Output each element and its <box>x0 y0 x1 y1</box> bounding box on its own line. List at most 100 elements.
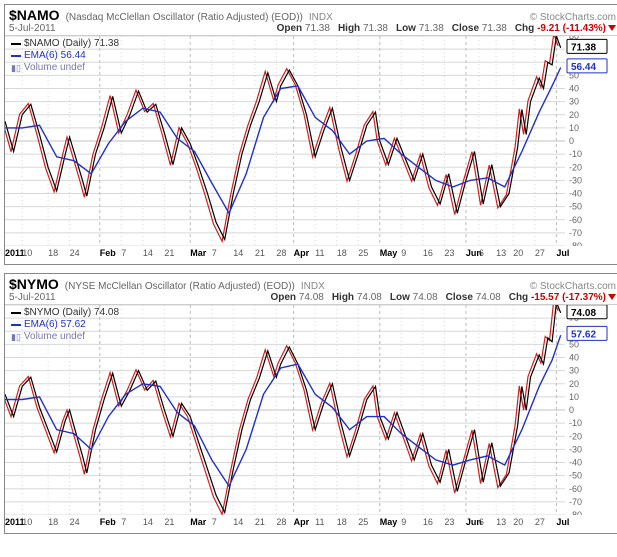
svg-text:50: 50 <box>569 339 579 349</box>
svg-text:-40: -40 <box>569 189 582 199</box>
xaxis-tick: 27 <box>535 517 545 527</box>
xaxis-tick: 20 <box>513 248 523 258</box>
svg-text:-60: -60 <box>569 484 582 494</box>
svg-text:0: 0 <box>569 405 574 415</box>
xaxis-tick: 27 <box>535 248 545 258</box>
symbol-kind: INDX <box>309 12 333 23</box>
xaxis-tick: Feb <box>100 248 116 258</box>
x-axis: 2011101824Feb71421Mar7142128Apr111825May… <box>5 246 573 265</box>
xaxis-tick: 7 <box>212 248 217 258</box>
svg-text:74.08: 74.08 <box>571 308 596 319</box>
svg-text:-70: -70 <box>569 228 582 238</box>
chart-panel-$NAMO: $NAMO (Nasdaq McClellan Oscillator (Rati… <box>4 4 617 265</box>
svg-text:40: 40 <box>569 84 579 94</box>
last-badge-ema: 56.44 <box>567 59 607 73</box>
xaxis-tick: 11 <box>315 248 324 258</box>
xaxis-tick: 23 <box>444 248 454 258</box>
svg-text:20: 20 <box>569 110 579 120</box>
legend: $NYMO (Daily) 74.08 EMA(6) 57.62 ▮▯Volum… <box>11 307 119 343</box>
svg-text:40: 40 <box>569 353 579 363</box>
xaxis-tick: 21 <box>255 248 265 258</box>
svg-text:-40: -40 <box>569 458 582 468</box>
xaxis-tick: 14 <box>143 517 153 527</box>
svg-text:-60: -60 <box>569 215 582 225</box>
x-axis: 2011101824Feb71421Mar7142128Apr111825May… <box>5 515 573 534</box>
xaxis-tick: 23 <box>444 517 454 527</box>
ohlc: Open 71.38 High 71.38 Low 71.38 Close 71… <box>277 23 616 34</box>
svg-text:-20: -20 <box>569 162 582 172</box>
xaxis-tick: 13 <box>496 517 506 527</box>
svg-text:-10: -10 <box>569 149 582 159</box>
svg-text:-20: -20 <box>569 431 582 441</box>
legend: $NAMO (Daily) 71.38 EMA(6) 56.44 ▮▯Volum… <box>11 38 119 74</box>
xaxis-tick: 16 <box>423 517 433 527</box>
xaxis-tick: 24 <box>70 517 80 527</box>
down-arrow-icon <box>608 294 616 300</box>
xaxis-tick: 14 <box>233 248 243 258</box>
xaxis-tick: 14 <box>233 517 243 527</box>
chart-panel-$NYMO: $NYMO (NYSE McClellan Oscillator (Ratio … <box>4 273 617 534</box>
last-badge-main: 71.38 <box>567 39 607 53</box>
xaxis-tick: Jul <box>556 517 569 527</box>
xaxis-tick: 21 <box>164 517 174 527</box>
xaxis-tick: 16 <box>423 248 433 258</box>
xaxis-tick: 10 <box>22 248 32 258</box>
xaxis-tick: 28 <box>276 248 286 258</box>
xaxis-tick: 25 <box>358 517 368 527</box>
source-label: © StockCharts.com <box>530 281 616 292</box>
svg-text:57.62: 57.62 <box>571 329 596 340</box>
xaxis-tick: 13 <box>496 248 506 258</box>
xaxis-tick: 7 <box>121 517 126 527</box>
volume-icon: ▮▯ <box>11 62 21 74</box>
svg-text:30: 30 <box>569 97 579 107</box>
symbol: $NYMO <box>9 276 59 292</box>
xaxis-tick: Feb <box>100 517 116 527</box>
svg-text:-30: -30 <box>569 444 582 454</box>
xaxis-tick: 6 <box>479 517 484 527</box>
source-label: © StockCharts.com <box>530 12 616 23</box>
symbol: $NAMO <box>9 7 60 23</box>
xaxis-tick: 21 <box>164 248 174 258</box>
svg-text:30: 30 <box>569 366 579 376</box>
svg-text:10: 10 <box>569 123 579 133</box>
volume-icon: ▮▯ <box>11 331 21 343</box>
xaxis-tick: Apr <box>294 248 310 258</box>
xaxis-tick: 18 <box>48 517 58 527</box>
date-label: 5-Jul-2011 <box>9 292 56 303</box>
xaxis-tick: 10 <box>22 517 32 527</box>
xaxis-tick: 9 <box>401 517 406 527</box>
date-label: 5-Jul-2011 <box>9 23 56 34</box>
xaxis-tick: 7 <box>212 517 217 527</box>
down-arrow-icon <box>608 25 616 31</box>
xaxis-tick: 6 <box>479 248 484 258</box>
xaxis-tick: Mar <box>190 517 206 527</box>
xaxis-tick: Jul <box>556 248 569 258</box>
last-badge-ema: 57.62 <box>567 326 607 340</box>
svg-text:-50: -50 <box>569 202 582 212</box>
svg-text:-70: -70 <box>569 497 582 507</box>
svg-text:10: 10 <box>569 392 579 402</box>
xaxis-tick: 7 <box>121 248 126 258</box>
svg-text:-50: -50 <box>569 471 582 481</box>
xaxis-tick: 18 <box>337 517 347 527</box>
xaxis-tick: 18 <box>337 248 347 258</box>
svg-text:20: 20 <box>569 379 579 389</box>
symbol-desc: (Nasdaq McClellan Oscillator (Ratio Adju… <box>66 12 303 23</box>
symbol-kind: INDX <box>301 281 325 292</box>
xaxis-tick: 14 <box>143 248 153 258</box>
xaxis-tick: Mar <box>190 248 206 258</box>
svg-text:-10: -10 <box>569 418 582 428</box>
symbol-desc: (NYSE McClellan Oscillator (Ratio Adjust… <box>65 281 295 292</box>
xaxis-tick: 28 <box>276 517 286 527</box>
last-badge-main: 74.08 <box>567 305 607 319</box>
xaxis-tick: 18 <box>48 248 58 258</box>
xaxis-tick: 21 <box>255 517 265 527</box>
svg-text:-30: -30 <box>569 175 582 185</box>
xaxis-tick: 20 <box>513 517 523 527</box>
ohlc: Open 74.08 High 74.08 Low 74.08 Close 74… <box>270 292 616 303</box>
svg-text:0: 0 <box>569 136 574 146</box>
xaxis-tick: Apr <box>294 517 310 527</box>
xaxis-tick: 24 <box>70 248 80 258</box>
xaxis-tick: 25 <box>358 248 368 258</box>
xaxis-tick: May <box>380 517 398 527</box>
